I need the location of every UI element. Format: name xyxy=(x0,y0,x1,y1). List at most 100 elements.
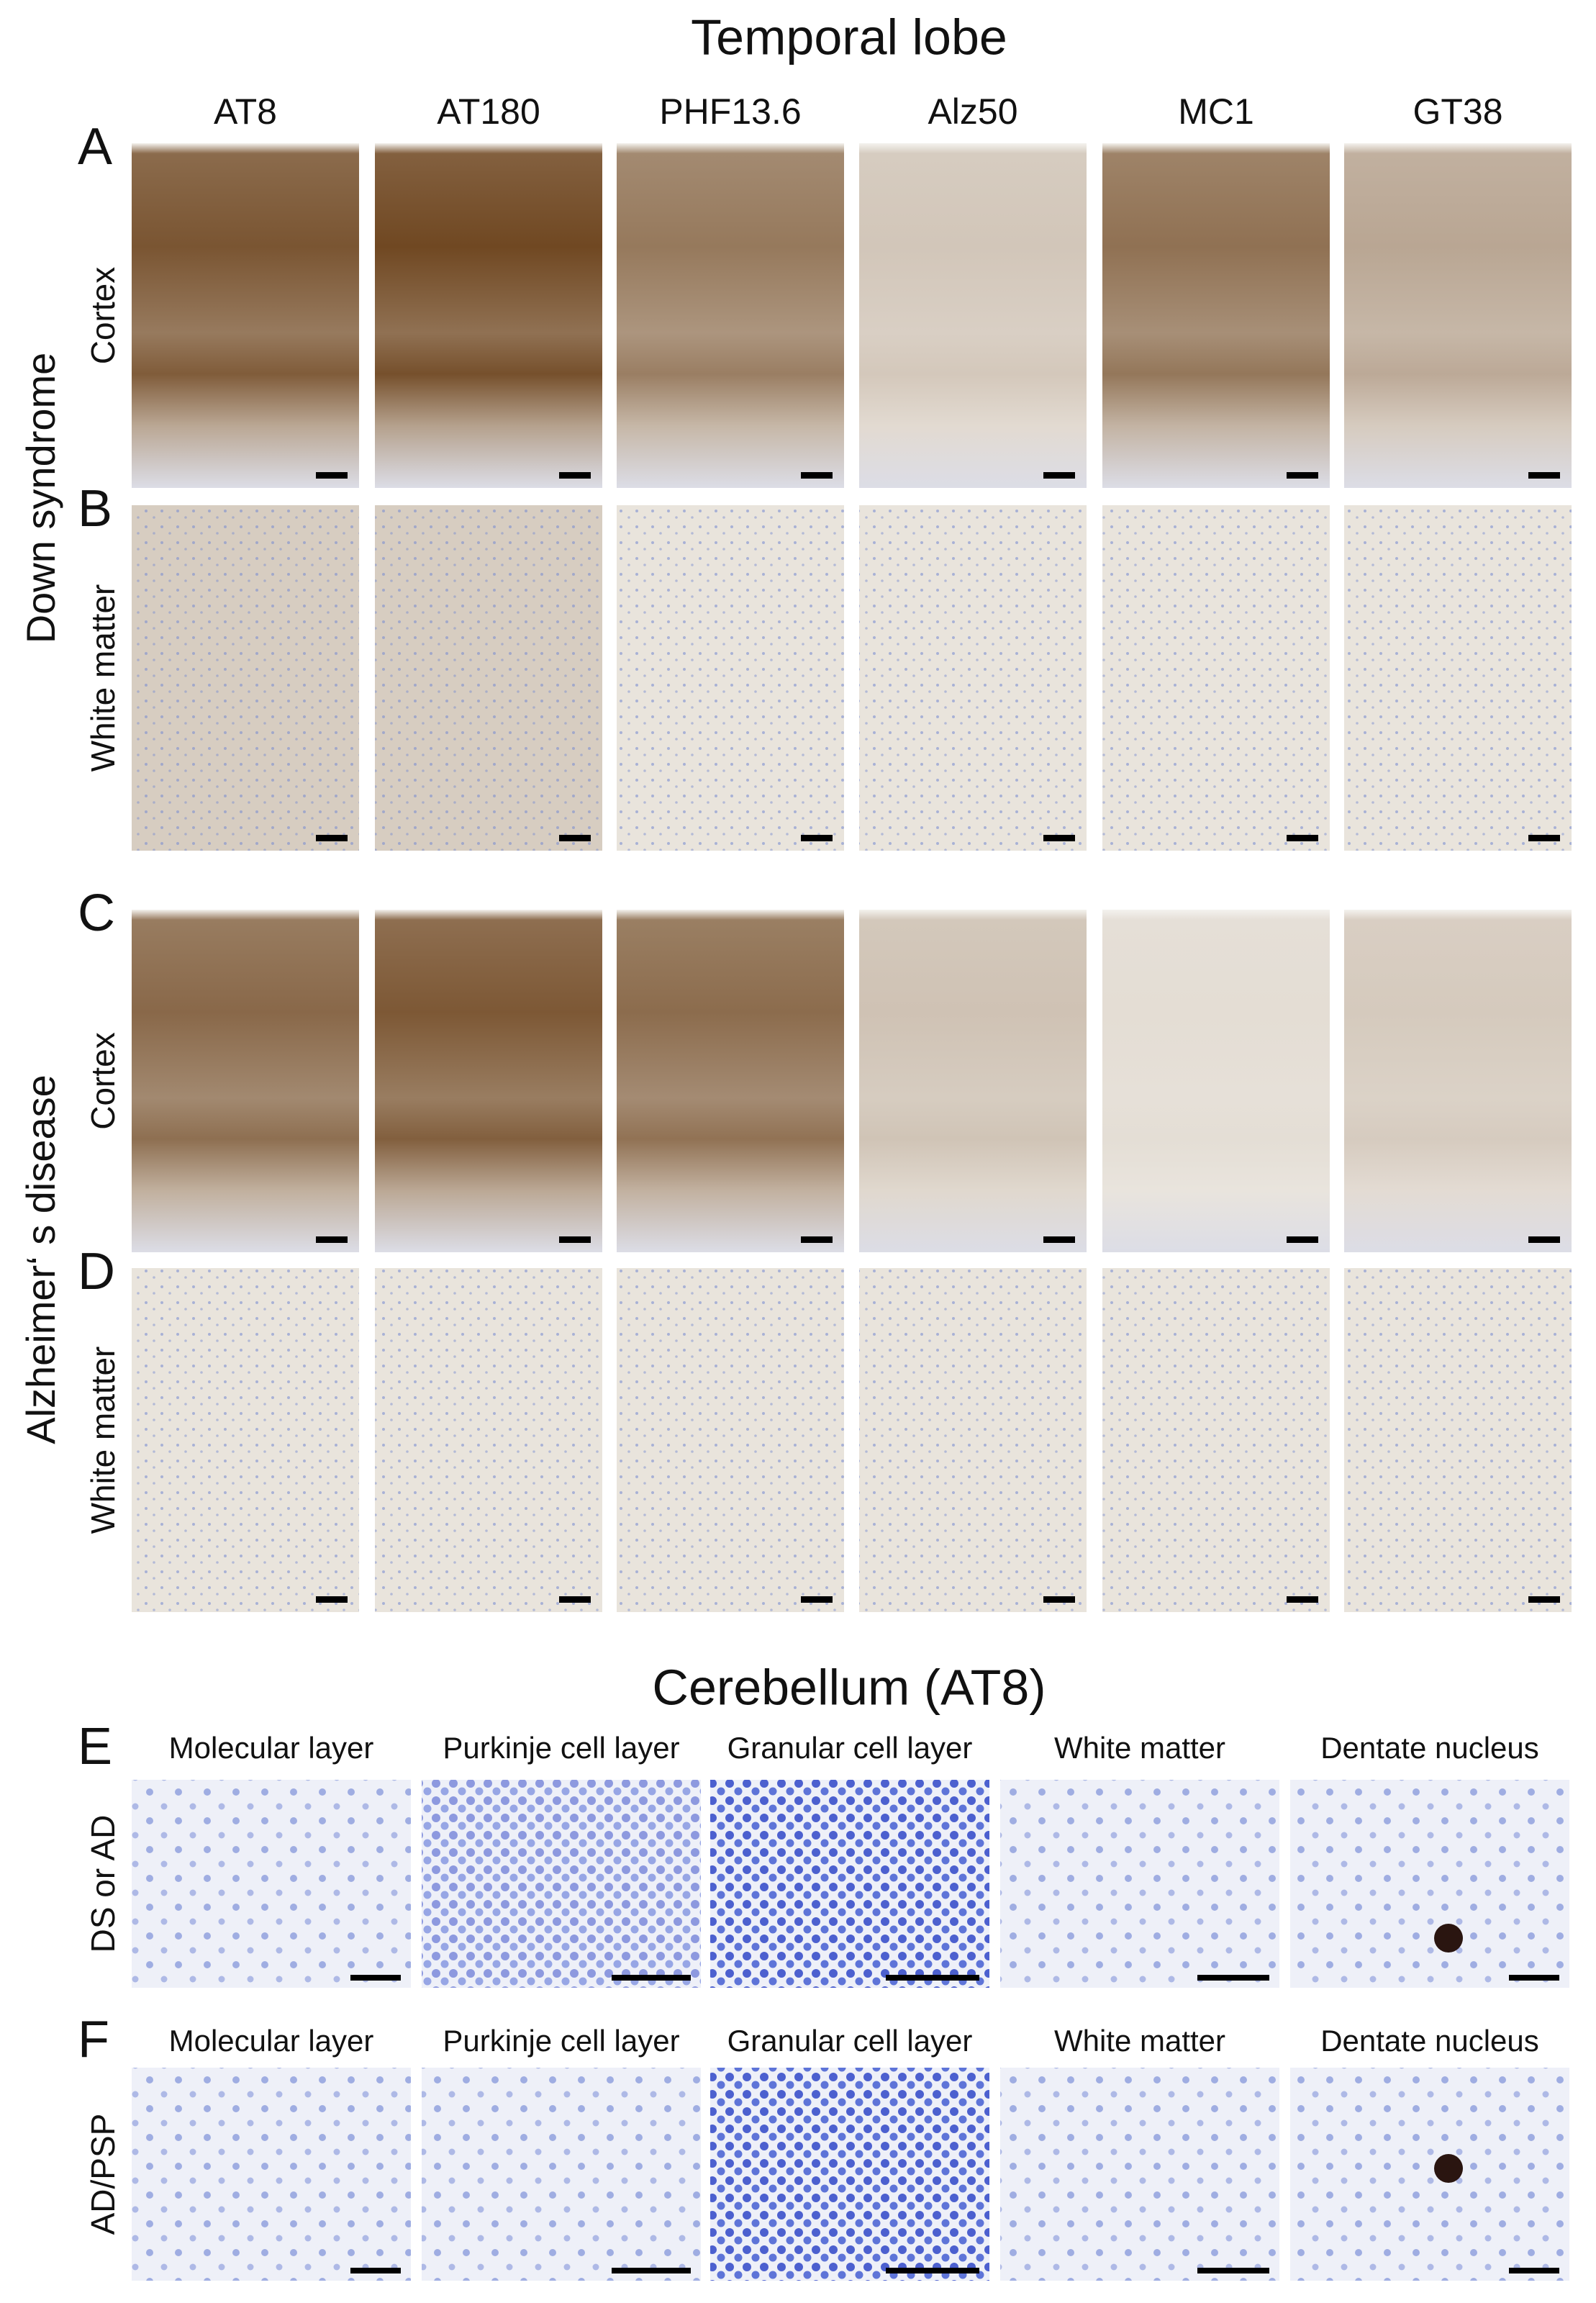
cell-texture xyxy=(375,505,602,851)
micrograph xyxy=(1102,910,1330,1252)
cell-texture xyxy=(132,505,359,851)
row-label: White matter xyxy=(84,1347,122,1534)
row-label: Cortex xyxy=(84,1032,122,1129)
cell-texture xyxy=(617,505,844,851)
cell-texture xyxy=(132,2068,411,2281)
scale-bar xyxy=(559,835,591,841)
panel-letter: A xyxy=(78,118,112,176)
column-header: Dentate nucleus xyxy=(1320,2024,1539,2058)
panel-letter: F xyxy=(78,2011,109,2068)
column-header: Purkinje cell layer xyxy=(443,2024,679,2058)
column-header: Molecular layer xyxy=(169,2024,374,2058)
scale-bar xyxy=(612,2268,691,2273)
cell-texture xyxy=(1000,1780,1279,1988)
column-header: Purkinje cell layer xyxy=(443,1731,679,1765)
micrograph xyxy=(132,143,359,488)
scale-bar xyxy=(1043,472,1075,479)
column-header: Alz50 xyxy=(928,91,1017,132)
scale-bar xyxy=(801,1236,833,1243)
column-header: AT180 xyxy=(437,91,540,132)
cell-texture xyxy=(859,1268,1087,1612)
cell-texture xyxy=(1290,1780,1569,1988)
column-header: MC1 xyxy=(1178,91,1254,132)
panel-letter: D xyxy=(78,1243,115,1300)
cell-texture xyxy=(859,505,1087,851)
scale-bar xyxy=(801,835,833,841)
cell-texture xyxy=(1344,1268,1572,1612)
scale-bar xyxy=(1287,835,1318,841)
scale-bar xyxy=(1528,1596,1560,1603)
scale-bar xyxy=(1509,1975,1559,1981)
row-label: Cortex xyxy=(84,267,122,364)
scale-bar xyxy=(1528,472,1560,479)
micrograph xyxy=(375,910,602,1252)
micrograph xyxy=(375,143,602,488)
cell-texture xyxy=(1102,505,1330,851)
column-header: Dentate nucleus xyxy=(1320,1731,1539,1765)
row-label: AD/PSP xyxy=(84,2114,122,2235)
scale-bar xyxy=(559,472,591,479)
column-header: GT38 xyxy=(1413,91,1502,132)
micrograph xyxy=(1102,143,1330,488)
scale-bar xyxy=(316,1236,348,1243)
scale-bar xyxy=(559,1596,591,1603)
column-header: Granular cell layer xyxy=(727,2024,973,2058)
cell-texture xyxy=(710,1780,989,1988)
panel-letter: B xyxy=(78,480,112,538)
cell-texture xyxy=(1102,1268,1330,1612)
cell-texture xyxy=(1344,505,1572,851)
micrograph xyxy=(617,143,844,488)
column-header: PHF13.6 xyxy=(659,91,801,132)
micrograph xyxy=(859,910,1087,1252)
scale-bar xyxy=(1043,1236,1075,1243)
cell-texture xyxy=(1290,2068,1569,2281)
scale-bar xyxy=(559,1236,591,1243)
column-header: Granular cell layer xyxy=(727,1731,973,1765)
neuron xyxy=(1434,2154,1463,2183)
scale-bar xyxy=(1287,1596,1318,1603)
scale-bar xyxy=(1287,1236,1318,1243)
group-label: Down syndrome xyxy=(18,353,63,644)
scale-bar xyxy=(801,1596,833,1603)
scale-bar xyxy=(1197,1975,1269,1981)
scale-bar xyxy=(1043,835,1075,841)
micrograph xyxy=(132,910,359,1252)
column-header: White matter xyxy=(1054,1731,1225,1765)
cell-texture xyxy=(422,1780,701,1988)
cell-texture xyxy=(375,1268,602,1612)
micrograph xyxy=(1344,910,1572,1252)
column-header: Molecular layer xyxy=(169,1731,374,1765)
row-label: White matter xyxy=(84,584,122,772)
micrograph xyxy=(617,910,844,1252)
scale-bar xyxy=(1509,2268,1559,2273)
micrograph xyxy=(1344,143,1572,488)
panel-letter: C xyxy=(78,884,115,942)
cell-texture xyxy=(1000,2068,1279,2281)
cell-texture xyxy=(710,2068,989,2281)
scale-bar xyxy=(612,1975,691,1981)
group-label: Alzheimer‘ s disease xyxy=(18,1074,63,1444)
cell-texture xyxy=(132,1268,359,1612)
scale-bar xyxy=(886,1975,979,1981)
scale-bar xyxy=(350,2268,401,2273)
scale-bar xyxy=(1528,835,1560,841)
scale-bar xyxy=(1287,472,1318,479)
cell-texture xyxy=(422,2068,701,2281)
figure-title: Temporal lobe xyxy=(691,9,1007,65)
section-title: Cerebellum (AT8) xyxy=(652,1659,1046,1715)
column-header: White matter xyxy=(1054,2024,1225,2058)
scale-bar xyxy=(1528,1236,1560,1243)
scale-bar xyxy=(1043,1596,1075,1603)
cell-texture xyxy=(132,1780,411,1988)
scale-bar xyxy=(350,1975,401,1981)
cell-texture xyxy=(617,1268,844,1612)
scale-bar xyxy=(1197,2268,1269,2273)
neuron xyxy=(1434,1924,1463,1953)
column-header: AT8 xyxy=(214,91,277,132)
row-label: DS or AD xyxy=(84,1815,122,1953)
scale-bar xyxy=(886,2268,979,2273)
scale-bar xyxy=(316,472,348,479)
panel-letter: E xyxy=(78,1718,112,1775)
scale-bar xyxy=(316,835,348,841)
